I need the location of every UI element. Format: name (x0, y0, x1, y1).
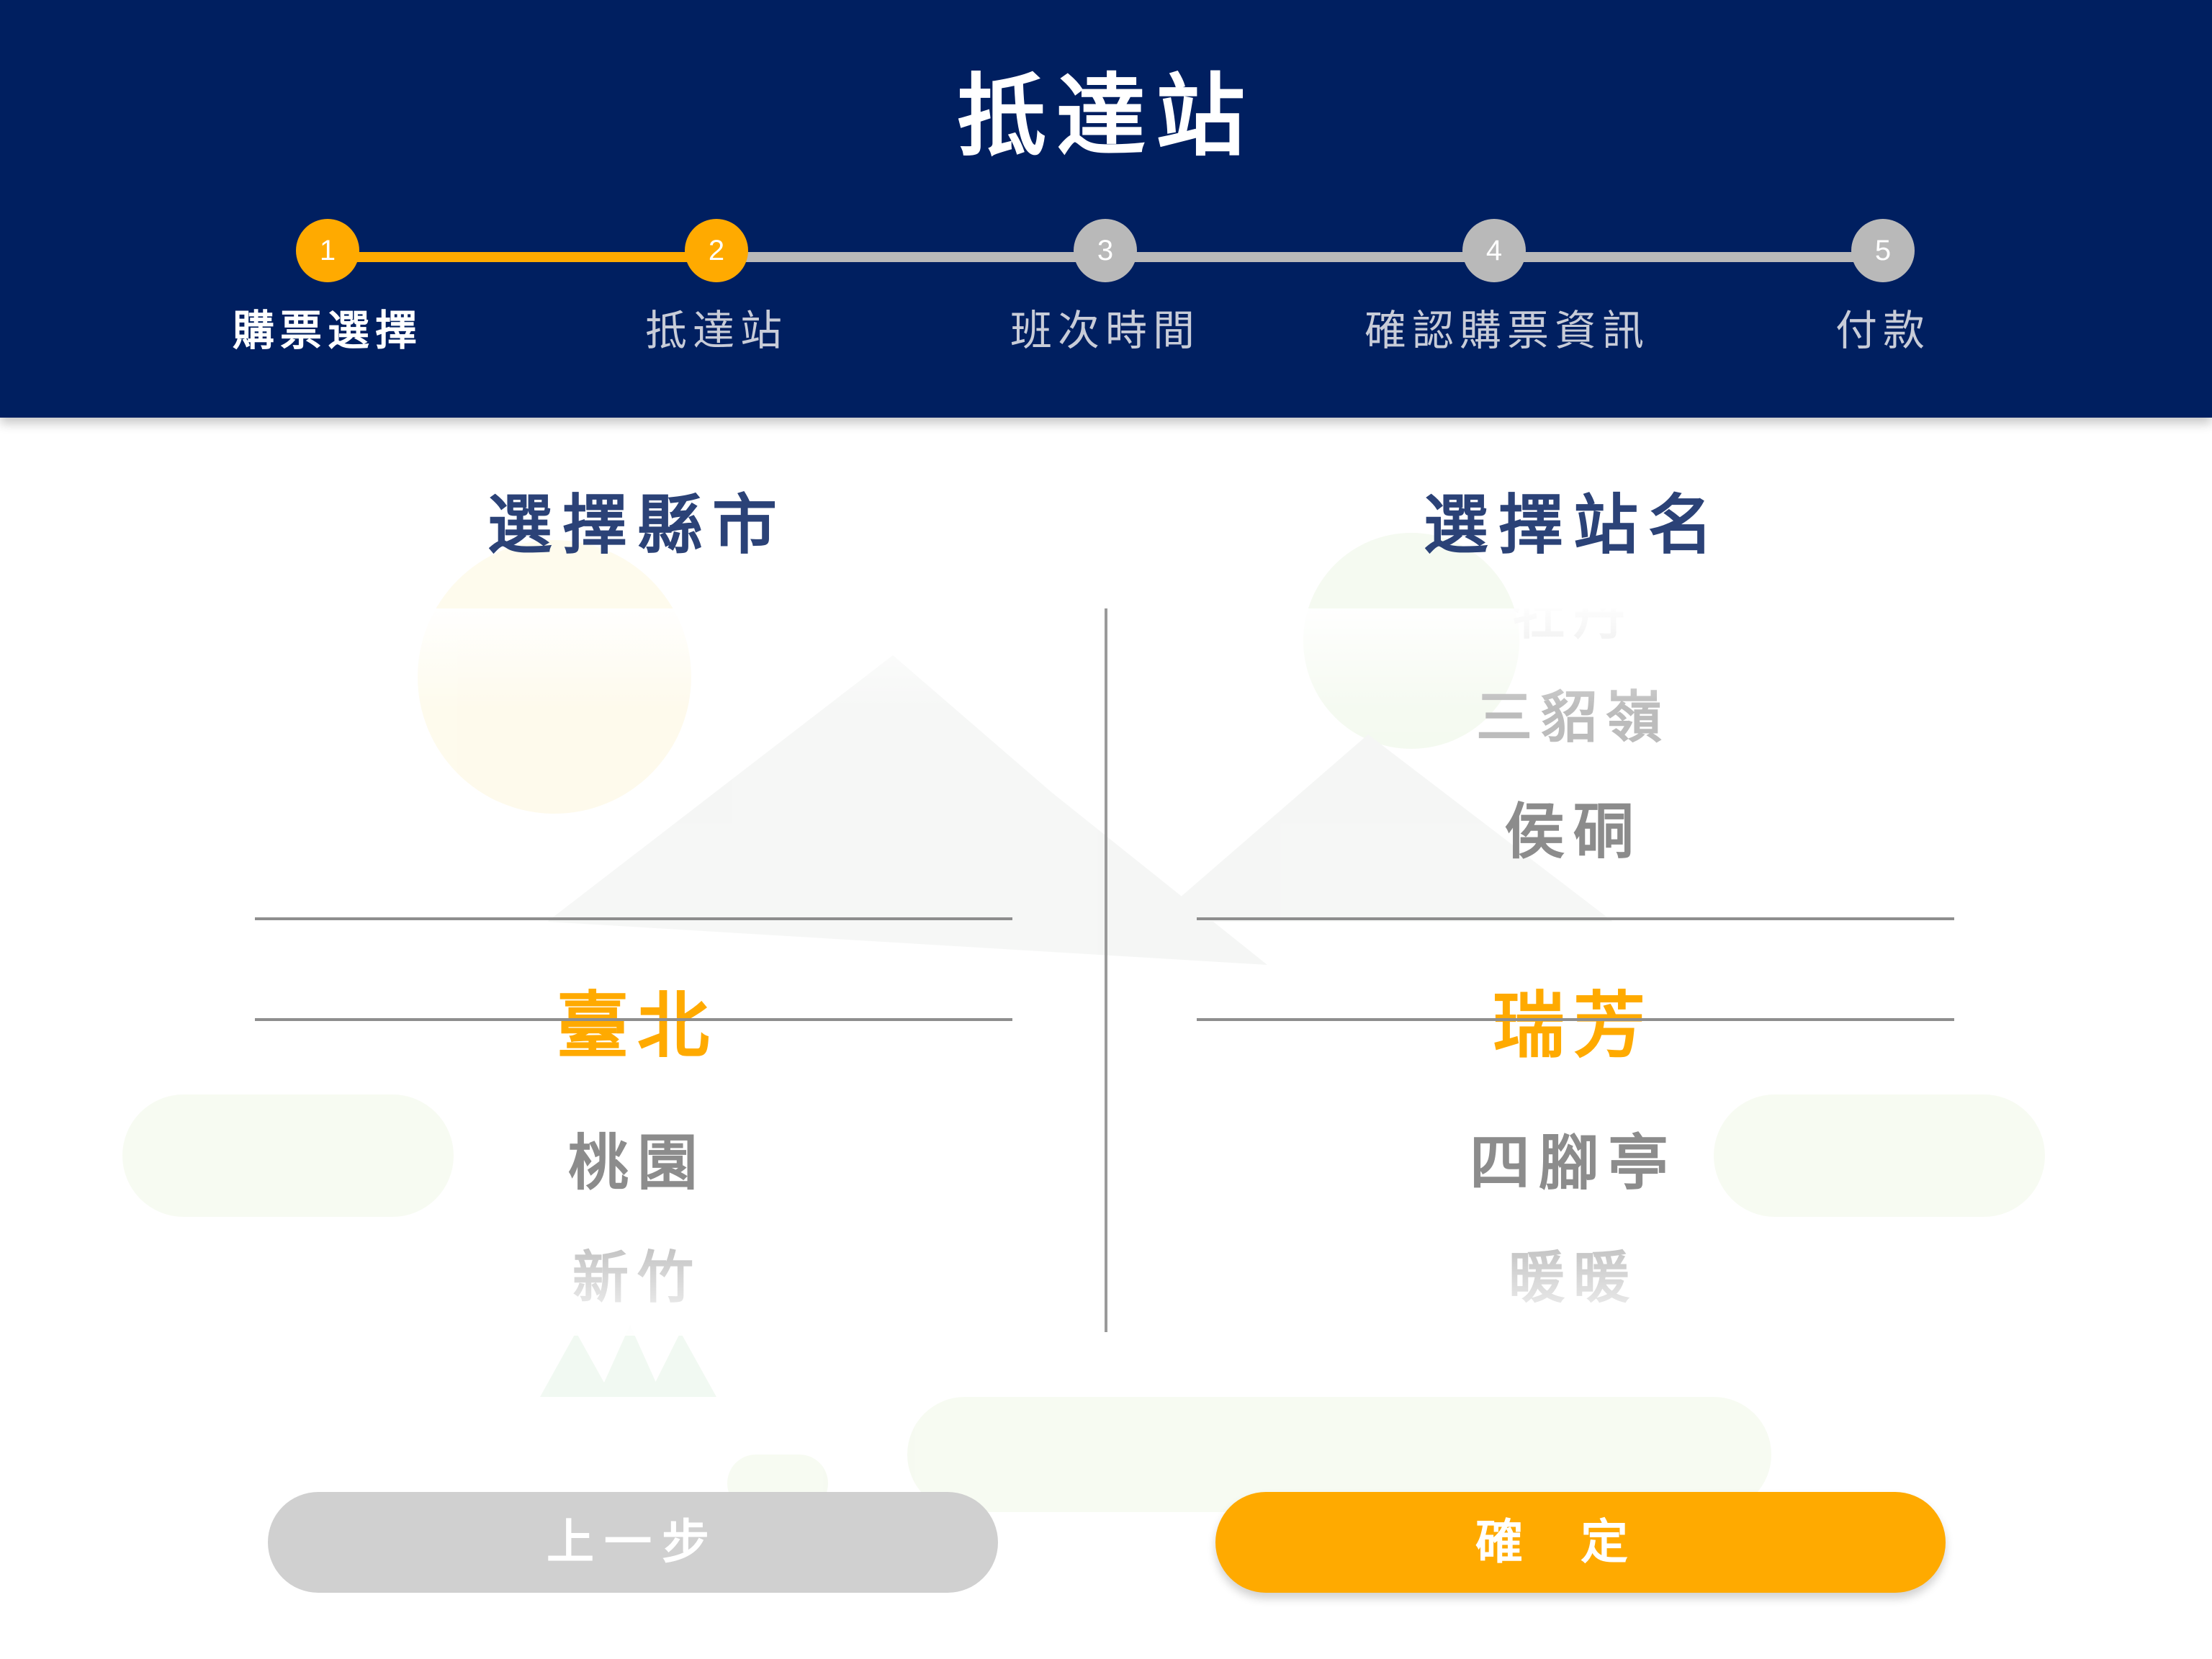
step-1-number: 1 (296, 219, 359, 282)
county-selection-line-bottom (255, 1018, 1012, 1021)
station-selection-line-bottom (1197, 1018, 1954, 1021)
step-4-label: 確認購票資訊 (1364, 306, 1650, 355)
county-picker[interactable]: 臺北 桃園 新竹 苗栗 (259, 608, 1015, 1336)
step-5: 5 付款 (1753, 219, 2013, 356)
step-2: 2 抵達站 (587, 219, 846, 356)
header-bar: 抵達站 1 購票選擇 2 抵達站 3 班次時間 4 確認購票資訊 5 付款 (0, 0, 2212, 418)
picker-fade-top (259, 608, 1015, 709)
back-button[interactable]: 上一步 (268, 1492, 998, 1593)
station-option-selected[interactable]: 瑞芳 (1493, 984, 1654, 1068)
station-picker-title: 選擇站名 (1424, 487, 1723, 563)
step-1-label: 購票選擇 (232, 306, 423, 355)
county-option[interactable]: 桃園 (567, 1128, 706, 1198)
step-2-label: 抵達站 (644, 306, 788, 355)
landscape-background (122, 533, 2045, 1512)
step-1: 1 購票選擇 (198, 219, 457, 356)
station-option[interactable]: 基隆 (1195, 1321, 1951, 1336)
step-3-number: 3 (1074, 219, 1137, 282)
county-option[interactable]: 新竹 (572, 1246, 702, 1310)
step-5-number: 5 (1851, 219, 1915, 282)
progress-track-completed (328, 252, 716, 262)
column-divider (1105, 608, 1107, 1332)
county-option[interactable]: 苗栗 (259, 1321, 1015, 1336)
county-picker-title: 選擇縣市 (487, 487, 787, 563)
progress-track-remaining (716, 252, 1883, 262)
step-2-number: 2 (685, 219, 748, 282)
county-selection-line-top (255, 917, 1012, 920)
confirm-button[interactable]: 確定 (1215, 1492, 1946, 1593)
station-option[interactable]: 暖暖 (1508, 1246, 1638, 1310)
step-5-label: 付款 (1835, 306, 1930, 355)
station-option[interactable]: 侯硐 (1503, 796, 1642, 867)
county-option-selected[interactable]: 臺北 (557, 984, 718, 1068)
station-option[interactable]: 四腳亭 (1469, 1128, 1677, 1198)
step-3: 3 班次時間 (976, 219, 1235, 356)
station-option[interactable]: 三貂嶺 (1475, 685, 1671, 750)
step-4-number: 4 (1462, 219, 1526, 282)
step-3-label: 班次時間 (1010, 306, 1200, 355)
step-4: 4 確認購票資訊 (1364, 219, 1650, 356)
station-picker[interactable]: 牡丹 三貂嶺 侯硐 瑞芳 四腳亭 暖暖 基隆 (1195, 608, 1951, 1336)
station-selection-line-top (1197, 917, 1954, 920)
station-option[interactable]: 牡丹 (1512, 608, 1634, 646)
page-title: 抵達站 (956, 65, 1255, 168)
